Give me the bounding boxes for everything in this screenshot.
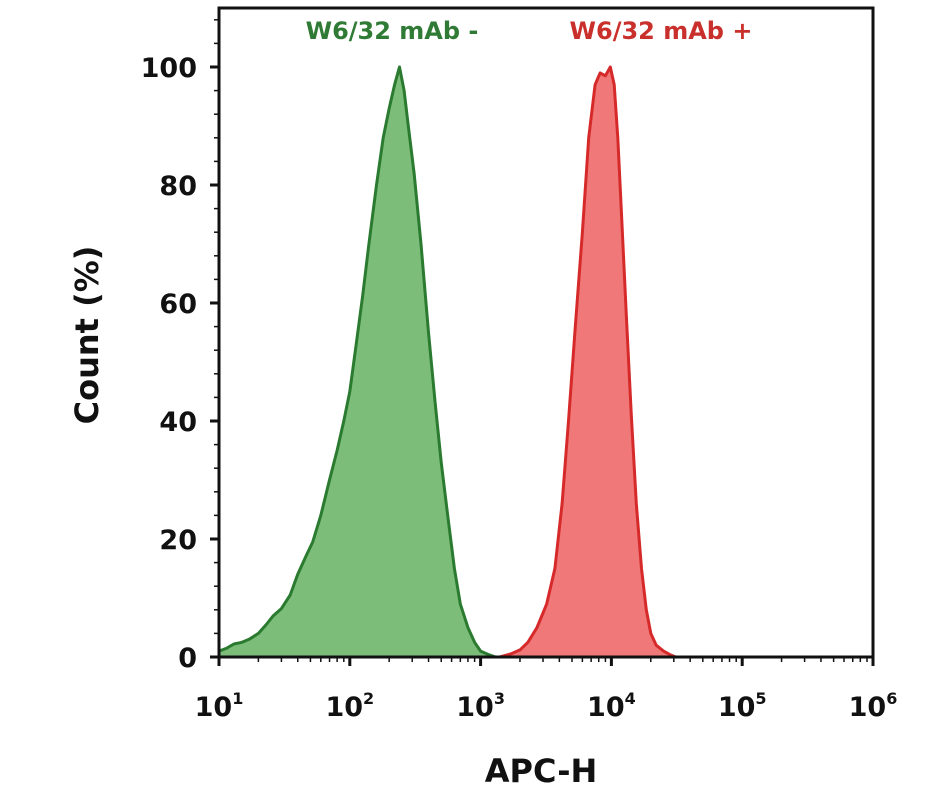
- series-layer: [218, 65, 677, 659]
- y-tick-label: 80: [159, 171, 197, 202]
- y-tick-label: 40: [159, 407, 197, 438]
- series-area-mab-negative: [219, 67, 496, 657]
- y-tick-label: 100: [141, 53, 197, 84]
- series-label-mab-negative: W6/32 mAb -: [306, 17, 479, 45]
- labels-layer: 0 20 40 60 80 100 101 102 103 104 105 106 APC-H Count…: [68, 17, 897, 790]
- axes-layer: [210, 6, 875, 666]
- x-tick-label: 105: [718, 689, 767, 723]
- x-tick-label: 103: [456, 689, 505, 723]
- series-label-mab-positive: W6/32 mAb +: [570, 17, 753, 45]
- y-axis-title: Count (%): [68, 246, 106, 425]
- series-line-mab-positive: [499, 65, 677, 659]
- y-tick-label: 60: [159, 289, 197, 320]
- y-tick-label: 20: [159, 525, 197, 556]
- series-line-mab-negative: [218, 65, 496, 659]
- x-axis-title: APC-H: [485, 752, 598, 790]
- x-tick-label: 102: [325, 689, 374, 723]
- x-tick-label: 101: [195, 689, 244, 723]
- series-area-mab-positive: [499, 67, 676, 657]
- x-tick-label: 106: [849, 689, 898, 723]
- y-tick-label: 0: [178, 643, 197, 674]
- x-tick-label: 104: [587, 689, 636, 723]
- plot-frame: [217, 6, 875, 659]
